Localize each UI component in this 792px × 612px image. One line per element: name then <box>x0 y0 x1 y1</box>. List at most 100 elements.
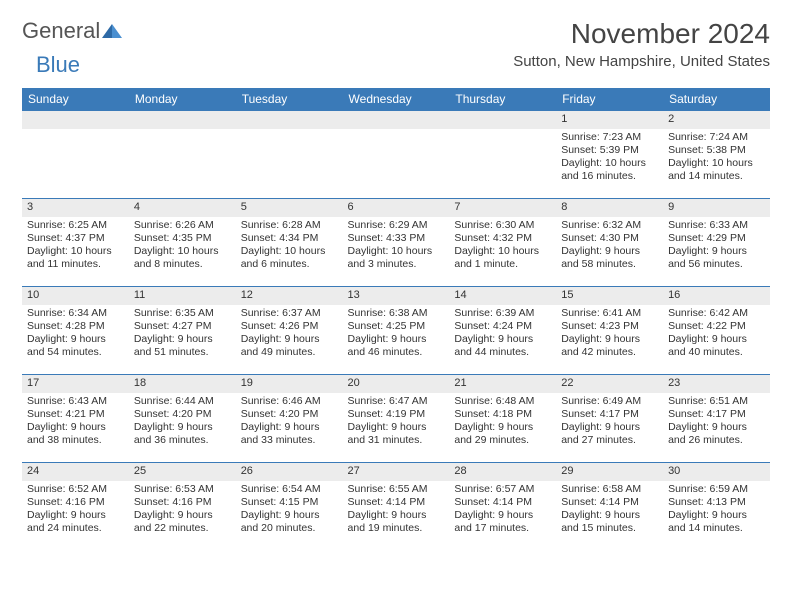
calendar-cell: 16Sunrise: 6:42 AMSunset: 4:22 PMDayligh… <box>663 286 770 374</box>
day-detail-line: and 51 minutes. <box>134 346 231 359</box>
title-block: November 2024 Sutton, New Hampshire, Uni… <box>513 18 770 70</box>
calendar-cell: 15Sunrise: 6:41 AMSunset: 4:23 PMDayligh… <box>556 286 663 374</box>
calendar-cell <box>343 110 450 198</box>
day-detail-line: Daylight: 9 hours <box>454 421 551 434</box>
day-detail-line: Sunrise: 6:25 AM <box>27 219 124 232</box>
calendar-table: Sunday Monday Tuesday Wednesday Thursday… <box>22 88 770 550</box>
day-detail-line: Sunrise: 6:35 AM <box>134 307 231 320</box>
day-detail-line: Daylight: 10 hours <box>561 157 658 170</box>
calendar-cell: 22Sunrise: 6:49 AMSunset: 4:17 PMDayligh… <box>556 374 663 462</box>
day-detail-line: and 1 minute. <box>454 258 551 271</box>
day-details: Sunrise: 6:46 AMSunset: 4:20 PMDaylight:… <box>236 393 343 452</box>
day-detail-line: Sunset: 4:16 PM <box>27 496 124 509</box>
day-detail-line: Sunrise: 6:58 AM <box>561 483 658 496</box>
day-detail-line: Daylight: 9 hours <box>668 245 765 258</box>
day-details: Sunrise: 6:57 AMSunset: 4:14 PMDaylight:… <box>449 481 556 540</box>
day-details: Sunrise: 7:23 AMSunset: 5:39 PMDaylight:… <box>556 129 663 188</box>
day-number: 24 <box>22 462 129 481</box>
day-detail-line: Sunset: 4:33 PM <box>348 232 445 245</box>
day-detail-line: and 42 minutes. <box>561 346 658 359</box>
day-number: 4 <box>129 198 236 217</box>
day-detail-line: Daylight: 10 hours <box>27 245 124 258</box>
calendar-cell: 10Sunrise: 6:34 AMSunset: 4:28 PMDayligh… <box>22 286 129 374</box>
day-detail-line: Sunrise: 6:37 AM <box>241 307 338 320</box>
calendar-cell: 2Sunrise: 7:24 AMSunset: 5:38 PMDaylight… <box>663 110 770 198</box>
calendar-week-row: 17Sunrise: 6:43 AMSunset: 4:21 PMDayligh… <box>22 374 770 462</box>
day-detail-line: Sunset: 4:29 PM <box>668 232 765 245</box>
day-details: Sunrise: 6:48 AMSunset: 4:18 PMDaylight:… <box>449 393 556 452</box>
day-details: Sunrise: 6:26 AMSunset: 4:35 PMDaylight:… <box>129 217 236 276</box>
calendar-cell: 23Sunrise: 6:51 AMSunset: 4:17 PMDayligh… <box>663 374 770 462</box>
calendar-cell: 29Sunrise: 6:58 AMSunset: 4:14 PMDayligh… <box>556 462 663 550</box>
day-number: 1 <box>556 110 663 129</box>
day-detail-line: Daylight: 9 hours <box>348 509 445 522</box>
day-detail-line: Daylight: 9 hours <box>561 509 658 522</box>
calendar-cell: 4Sunrise: 6:26 AMSunset: 4:35 PMDaylight… <box>129 198 236 286</box>
calendar-cell: 5Sunrise: 6:28 AMSunset: 4:34 PMDaylight… <box>236 198 343 286</box>
calendar-cell: 27Sunrise: 6:55 AMSunset: 4:14 PMDayligh… <box>343 462 450 550</box>
day-detail-line: Daylight: 9 hours <box>348 421 445 434</box>
day-details: Sunrise: 6:44 AMSunset: 4:20 PMDaylight:… <box>129 393 236 452</box>
logo-text1: General <box>22 18 100 44</box>
day-detail-line: and 20 minutes. <box>241 522 338 535</box>
day-detail-line: and 16 minutes. <box>561 170 658 183</box>
day-detail-line: Sunset: 4:32 PM <box>454 232 551 245</box>
calendar-cell: 9Sunrise: 6:33 AMSunset: 4:29 PMDaylight… <box>663 198 770 286</box>
day-detail-line: and 14 minutes. <box>668 170 765 183</box>
day-detail-line: and 33 minutes. <box>241 434 338 447</box>
calendar-cell: 8Sunrise: 6:32 AMSunset: 4:30 PMDaylight… <box>556 198 663 286</box>
day-detail-line: Sunrise: 6:49 AM <box>561 395 658 408</box>
day-details: Sunrise: 6:52 AMSunset: 4:16 PMDaylight:… <box>22 481 129 540</box>
day-detail-line: Sunrise: 6:39 AM <box>454 307 551 320</box>
day-detail-line: and 38 minutes. <box>27 434 124 447</box>
day-detail-line: Sunset: 4:23 PM <box>561 320 658 333</box>
day-number: 28 <box>449 462 556 481</box>
calendar-cell: 18Sunrise: 6:44 AMSunset: 4:20 PMDayligh… <box>129 374 236 462</box>
calendar-cell <box>129 110 236 198</box>
day-detail-line: Sunrise: 6:42 AM <box>668 307 765 320</box>
calendar-cell <box>449 110 556 198</box>
calendar-cell: 13Sunrise: 6:38 AMSunset: 4:25 PMDayligh… <box>343 286 450 374</box>
day-detail-line: Sunrise: 6:30 AM <box>454 219 551 232</box>
day-detail-line: Daylight: 9 hours <box>241 509 338 522</box>
day-detail-line: Sunrise: 6:41 AM <box>561 307 658 320</box>
day-header: Tuesday <box>236 88 343 110</box>
day-number: 5 <box>236 198 343 217</box>
day-detail-line: Daylight: 9 hours <box>561 245 658 258</box>
calendar-cell <box>22 110 129 198</box>
day-details: Sunrise: 6:42 AMSunset: 4:22 PMDaylight:… <box>663 305 770 364</box>
calendar-cell: 1Sunrise: 7:23 AMSunset: 5:39 PMDaylight… <box>556 110 663 198</box>
day-details: Sunrise: 6:32 AMSunset: 4:30 PMDaylight:… <box>556 217 663 276</box>
month-title: November 2024 <box>513 18 770 50</box>
calendar-cell: 11Sunrise: 6:35 AMSunset: 4:27 PMDayligh… <box>129 286 236 374</box>
day-details: Sunrise: 6:47 AMSunset: 4:19 PMDaylight:… <box>343 393 450 452</box>
day-number: 25 <box>129 462 236 481</box>
day-number <box>343 110 450 129</box>
day-header: Monday <box>129 88 236 110</box>
day-details: Sunrise: 6:49 AMSunset: 4:17 PMDaylight:… <box>556 393 663 452</box>
day-detail-line: Sunrise: 6:59 AM <box>668 483 765 496</box>
day-number <box>449 110 556 129</box>
day-detail-line: Daylight: 9 hours <box>454 333 551 346</box>
day-detail-line: Daylight: 9 hours <box>561 421 658 434</box>
day-detail-line: Daylight: 9 hours <box>27 333 124 346</box>
day-detail-line: Daylight: 9 hours <box>668 333 765 346</box>
day-number: 3 <box>22 198 129 217</box>
calendar-cell: 17Sunrise: 6:43 AMSunset: 4:21 PMDayligh… <box>22 374 129 462</box>
day-number: 10 <box>22 286 129 305</box>
day-detail-line: Sunset: 4:20 PM <box>134 408 231 421</box>
logo-icon <box>102 18 124 44</box>
day-number: 14 <box>449 286 556 305</box>
day-number: 30 <box>663 462 770 481</box>
day-detail-line: Sunset: 4:15 PM <box>241 496 338 509</box>
day-details: Sunrise: 6:35 AMSunset: 4:27 PMDaylight:… <box>129 305 236 364</box>
day-detail-line: Sunrise: 7:23 AM <box>561 131 658 144</box>
day-details: Sunrise: 6:30 AMSunset: 4:32 PMDaylight:… <box>449 217 556 276</box>
day-number <box>236 110 343 129</box>
day-number: 22 <box>556 374 663 393</box>
day-detail-line: Daylight: 9 hours <box>668 509 765 522</box>
day-detail-line: Daylight: 9 hours <box>134 421 231 434</box>
calendar-week-row: 10Sunrise: 6:34 AMSunset: 4:28 PMDayligh… <box>22 286 770 374</box>
day-detail-line: Sunrise: 6:32 AM <box>561 219 658 232</box>
day-detail-line: and 24 minutes. <box>27 522 124 535</box>
